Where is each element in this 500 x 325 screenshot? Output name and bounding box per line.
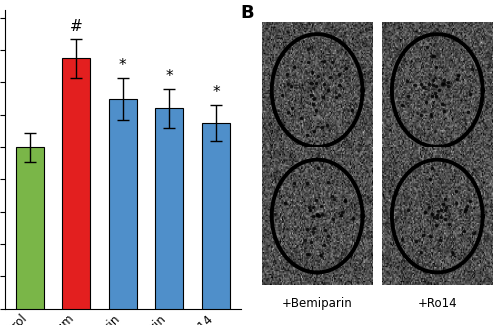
- Text: #: #: [70, 19, 82, 34]
- Text: +Bemiparin: +Bemiparin: [282, 297, 352, 310]
- Text: B: B: [240, 4, 254, 22]
- Bar: [16, 147, 44, 309]
- Bar: [156, 108, 184, 309]
- Bar: [202, 123, 230, 309]
- Text: +Dalteparin: +Dalteparin: [401, 171, 473, 184]
- Text: *: *: [166, 69, 173, 84]
- Bar: [62, 58, 90, 309]
- Bar: [109, 99, 137, 309]
- Text: *: *: [119, 58, 126, 73]
- Text: +Ro14: +Ro14: [418, 297, 457, 310]
- Text: Serum: Serum: [298, 171, 337, 184]
- Text: *: *: [212, 85, 220, 100]
